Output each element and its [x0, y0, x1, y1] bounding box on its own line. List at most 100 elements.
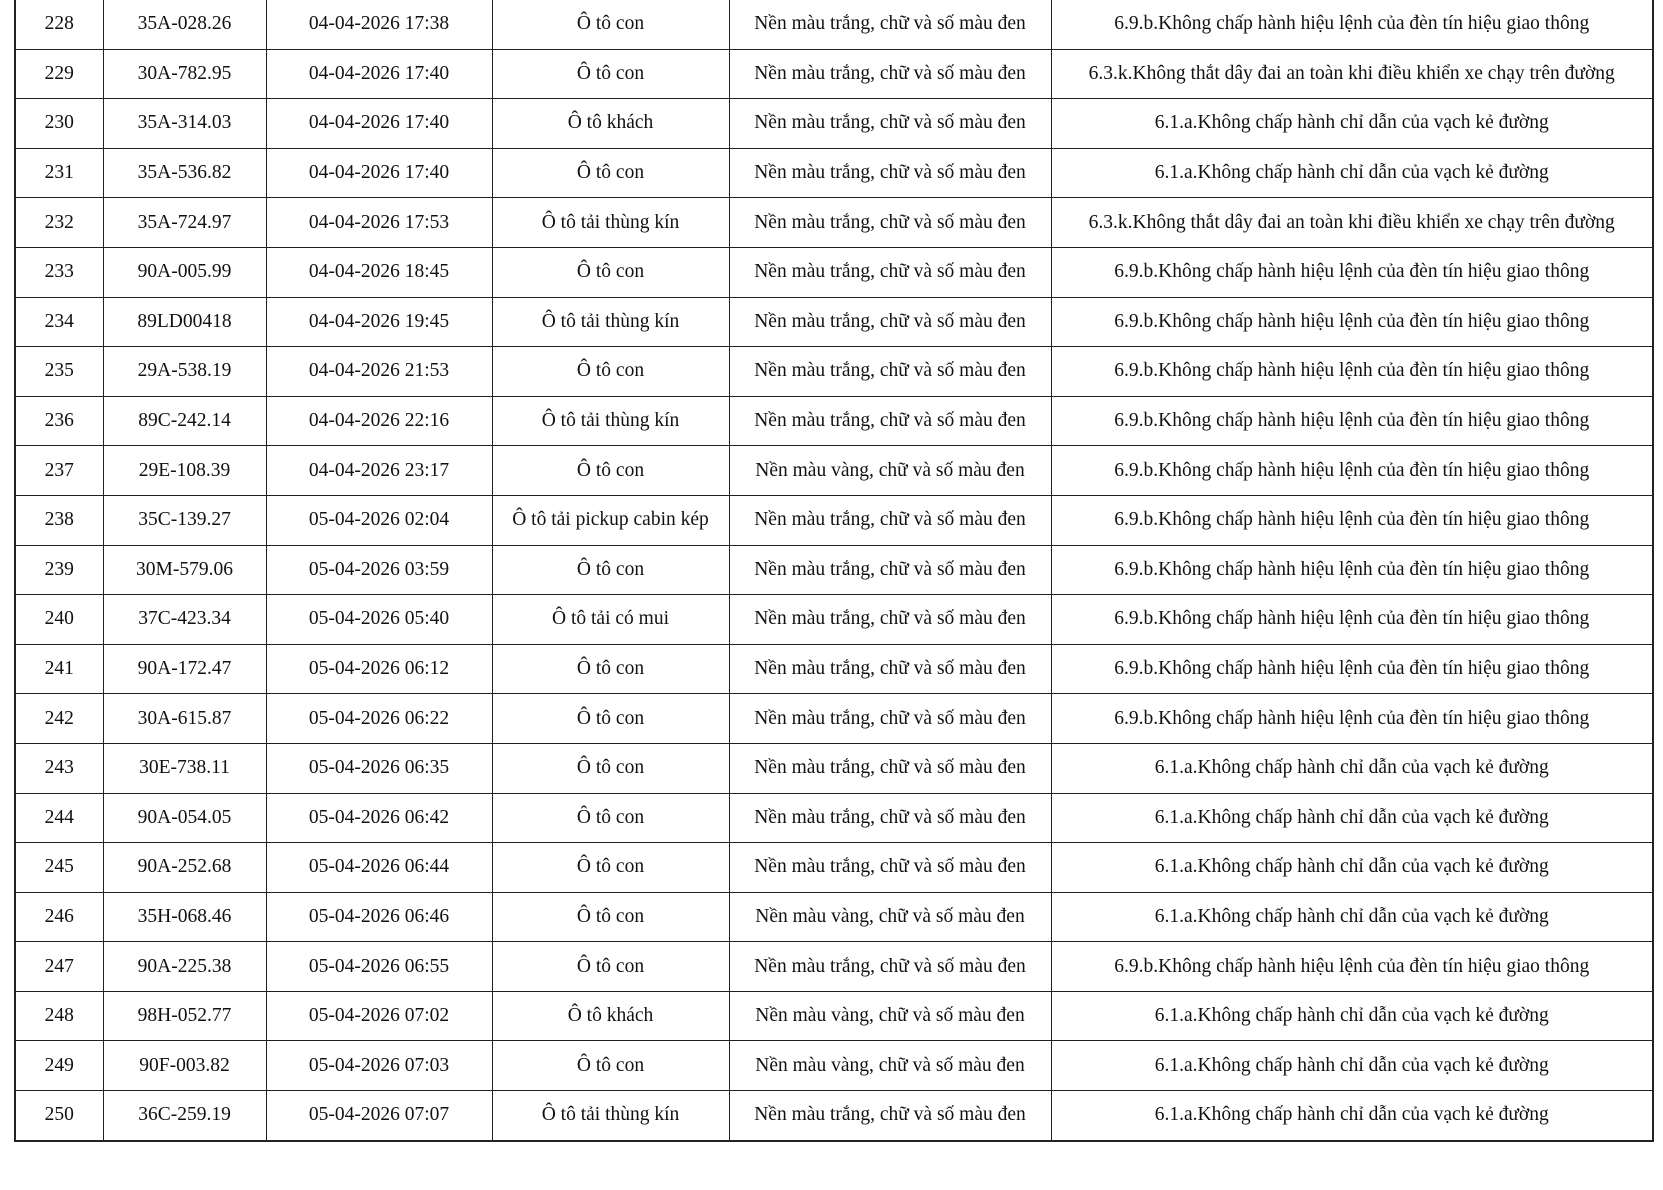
row-number-cell: 249	[14, 1040, 104, 1092]
datetime-cell: 04-04-2026 17:38	[265, 0, 493, 50]
violation-cell: 6.3.k.Không thắt dây đai an toàn khi điề…	[1050, 48, 1654, 100]
table-row: 232 35A-724.97 04-04-2026 17:53 Ô tô tải th…	[14, 197, 1654, 248]
license-plate-cell: 90A-054.05	[102, 792, 267, 844]
violation-cell: 6.9.b.Không chấp hành hiệu lệnh của đèn …	[1050, 941, 1654, 992]
license-plate-cell: 30E-738.11	[102, 742, 267, 794]
license-plate-cell: 90A-172.47	[102, 643, 267, 695]
vehicle-type-cell: Ô tô con	[491, 891, 730, 943]
table-row: 236 89C-242.14 04-04-2026 22:16 Ô tô tải th…	[14, 395, 1654, 447]
datetime-cell: 04-04-2026 19:45	[265, 296, 493, 348]
violation-cell: 6.3.k.Không thắt dây đai an toàn khi điề…	[1050, 197, 1654, 248]
plate-color-cell: Nền màu vàng, chữ và số màu đen	[728, 445, 1052, 496]
row-number-cell: 248	[14, 990, 104, 1042]
violation-cell: 6.9.b.Không chấp hành hiệu lệnh của đèn …	[1050, 693, 1654, 744]
row-number-cell: 240	[14, 594, 104, 645]
row-number-cell: 238	[14, 494, 104, 546]
row-number-cell: 244	[14, 792, 104, 844]
license-plate-cell: 30A-782.95	[102, 48, 267, 100]
table-row: 238 35C-139.27 05-04-2026 02:04 Ô tô tải pi…	[14, 494, 1654, 546]
datetime-cell: 05-04-2026 07:02	[265, 990, 493, 1042]
vehicle-type-cell: Ô tô khách	[491, 990, 730, 1042]
vehicle-type-cell: Ô tô tải thùng kín	[491, 197, 730, 248]
violation-cell: 6.9.b.Không chấp hành hiệu lệnh của đèn …	[1050, 445, 1654, 496]
datetime-cell: 05-04-2026 06:12	[265, 643, 493, 695]
plate-color-cell: Nền màu trắng, chữ và số màu đen	[728, 842, 1052, 893]
row-number-cell: 232	[14, 197, 104, 248]
row-number-cell: 230	[14, 98, 104, 149]
row-number-cell: 243	[14, 742, 104, 794]
vehicle-type-cell: Ô tô con	[491, 445, 730, 496]
datetime-cell: 04-04-2026 17:40	[265, 98, 493, 149]
table-row: 248 98H-052.77 05-04-2026 07:02 Ô tô khách N…	[14, 990, 1654, 1042]
datetime-cell: 04-04-2026 22:16	[265, 395, 493, 447]
license-plate-cell: 89LD00418	[102, 296, 267, 348]
table-row: 234 89LD00418 04-04-2026 19:45 Ô tô tải thù…	[14, 296, 1654, 348]
table-row: 244 90A-054.05 05-04-2026 06:42 Ô tô con Nền…	[14, 792, 1654, 844]
row-number-cell: 231	[14, 147, 104, 199]
plate-color-cell: Nền màu vàng, chữ và số màu đen	[728, 891, 1052, 943]
license-plate-cell: 35H-068.46	[102, 891, 267, 943]
license-plate-cell: 30M-579.06	[102, 544, 267, 596]
plate-color-cell: Nền màu trắng, chữ và số màu đen	[728, 594, 1052, 645]
violation-cell: 6.9.b.Không chấp hành hiệu lệnh của đèn …	[1050, 594, 1654, 645]
plate-color-cell: Nền màu trắng, chữ và số màu đen	[728, 0, 1052, 50]
license-plate-cell: 35A-314.03	[102, 98, 267, 149]
license-plate-cell: 90F-003.82	[102, 1040, 267, 1092]
violation-cell: 6.1.a.Không chấp hành chỉ dẫn của vạch k…	[1050, 147, 1654, 199]
table-row: 247 90A-225.38 05-04-2026 06:55 Ô tô con Nền…	[14, 941, 1654, 992]
table-row: 240 37C-423.34 05-04-2026 05:40 Ô tô tải có…	[14, 594, 1654, 645]
plate-color-cell: Nền màu trắng, chữ và số màu đen	[728, 941, 1052, 992]
license-plate-cell: 98H-052.77	[102, 990, 267, 1042]
datetime-cell: 05-04-2026 06:55	[265, 941, 493, 992]
vehicle-type-cell: Ô tô con	[491, 941, 730, 992]
violation-cell: 6.1.a.Không chấp hành chỉ dẫn của vạch k…	[1050, 842, 1654, 893]
violation-cell: 6.1.a.Không chấp hành chỉ dẫn của vạch k…	[1050, 792, 1654, 844]
datetime-cell: 04-04-2026 17:40	[265, 48, 493, 100]
vehicle-type-cell: Ô tô con	[491, 346, 730, 397]
row-number-cell: 236	[14, 395, 104, 447]
violation-cell: 6.1.a.Không chấp hành chỉ dẫn của vạch k…	[1050, 1040, 1654, 1092]
table-row: 246 35H-068.46 05-04-2026 06:46 Ô tô con Nền…	[14, 891, 1654, 943]
violation-cell: 6.1.a.Không chấp hành chỉ dẫn của vạch k…	[1050, 1090, 1654, 1142]
table-row: 245 90A-252.68 05-04-2026 06:44 Ô tô con Nền…	[14, 842, 1654, 893]
violation-cell: 6.9.b.Không chấp hành hiệu lệnh của đèn …	[1050, 643, 1654, 695]
table-row: 235 29A-538.19 04-04-2026 21:53 Ô tô con Nền…	[14, 346, 1654, 397]
license-plate-cell: 29A-538.19	[102, 346, 267, 397]
table-row: 239 30M-579.06 05-04-2026 03:59 Ô tô con Nền…	[14, 544, 1654, 596]
license-plate-cell: 30A-615.87	[102, 693, 267, 744]
datetime-cell: 05-04-2026 06:42	[265, 792, 493, 844]
license-plate-cell: 35C-139.27	[102, 494, 267, 546]
row-number-cell: 247	[14, 941, 104, 992]
vehicle-type-cell: Ô tô con	[491, 0, 730, 50]
license-plate-cell: 90A-252.68	[102, 842, 267, 893]
license-plate-cell: 89C-242.14	[102, 395, 267, 447]
datetime-cell: 04-04-2026 17:53	[265, 197, 493, 248]
violation-cell: 6.9.b.Không chấp hành hiệu lệnh của đèn …	[1050, 494, 1654, 546]
datetime-cell: 05-04-2026 06:22	[265, 693, 493, 744]
datetime-cell: 04-04-2026 23:17	[265, 445, 493, 496]
plate-color-cell: Nền màu trắng, chữ và số màu đen	[728, 98, 1052, 149]
row-number-cell: 250	[14, 1090, 104, 1142]
table-row: 231 35A-536.82 04-04-2026 17:40 Ô tô con Nền…	[14, 147, 1654, 199]
datetime-cell: 05-04-2026 03:59	[265, 544, 493, 596]
datetime-cell: 05-04-2026 05:40	[265, 594, 493, 645]
vehicle-type-cell: Ô tô con	[491, 1040, 730, 1092]
datetime-cell: 05-04-2026 07:03	[265, 1040, 493, 1092]
violation-cell: 6.9.b.Không chấp hành hiệu lệnh của đèn …	[1050, 395, 1654, 447]
table-row: 241 90A-172.47 05-04-2026 06:12 Ô tô con Nền…	[14, 643, 1654, 695]
row-number-cell: 242	[14, 693, 104, 744]
table-row: 237 29E-108.39 04-04-2026 23:17 Ô tô con Nền…	[14, 445, 1654, 496]
license-plate-cell: 90A-005.99	[102, 246, 267, 298]
table-row: 242 30A-615.87 05-04-2026 06:22 Ô tô con Nền…	[14, 693, 1654, 744]
violation-cell: 6.1.a.Không chấp hành chỉ dẫn của vạch k…	[1050, 990, 1654, 1042]
vehicle-type-cell: Ô tô con	[491, 48, 730, 100]
vehicle-type-cell: Ô tô tải thùng kín	[491, 395, 730, 447]
vehicle-type-cell: Ô tô tải thùng kín	[491, 1090, 730, 1142]
plate-color-cell: Nền màu trắng, chữ và số màu đen	[728, 395, 1052, 447]
violation-cell: 6.9.b.Không chấp hành hiệu lệnh của đèn …	[1050, 296, 1654, 348]
datetime-cell: 05-04-2026 07:07	[265, 1090, 493, 1142]
license-plate-cell: 36C-259.19	[102, 1090, 267, 1142]
license-plate-cell: 35A-724.97	[102, 197, 267, 248]
row-number-cell: 229	[14, 48, 104, 100]
violation-cell: 6.9.b.Không chấp hành hiệu lệnh của đèn …	[1050, 0, 1654, 50]
